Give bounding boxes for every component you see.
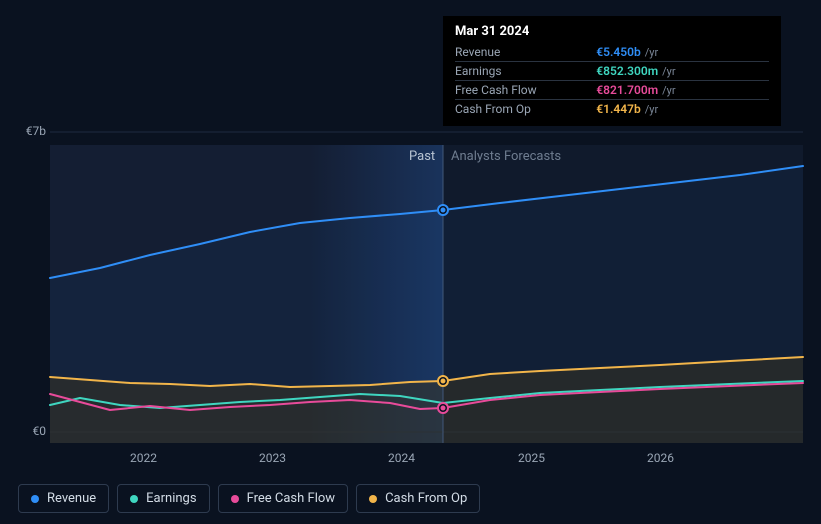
x-axis-tick: 2025 [518,451,545,465]
tooltip-row: Cash From Op€1.447b/yr [455,100,769,119]
legend-dot-icon [369,495,377,503]
earnings-forecast-chart: €7b €0 2022 2023 2024 2025 2026 Past Analysts… [0,0,821,524]
legend-item-cash-from-op[interactable]: Cash From Op [356,484,480,513]
legend-item-revenue[interactable]: Revenue [18,484,109,513]
legend-label: Revenue [47,491,96,506]
tooltip-row: Free Cash Flow€821.700m/yr [455,81,769,100]
legend-item-earnings[interactable]: Earnings [117,484,209,513]
tooltip-row: Revenue€5.450b/yr [455,43,769,62]
legend-dot-icon [231,495,239,503]
y-axis-tick: €0 [33,424,47,438]
tooltip-date: Mar 31 2024 [455,24,769,39]
legend-label: Cash From Op [385,491,467,506]
legend-dot-icon [31,495,39,503]
legend-label: Free Cash Flow [247,491,335,506]
x-axis-tick: 2026 [647,451,674,465]
x-axis-tick: 2024 [388,451,415,465]
x-axis-tick: 2023 [259,451,286,465]
section-label-past: Past [409,149,435,164]
legend-item-free-cash-flow[interactable]: Free Cash Flow [218,484,348,513]
y-axis-tick: €7b [26,124,46,138]
legend-dot-icon [130,495,138,503]
chart-legend: Revenue Earnings Free Cash Flow Cash From O… [18,484,480,513]
x-axis-tick: 2022 [130,451,157,465]
section-label-forecasts: Analysts Forecasts [451,149,561,164]
tooltip-row: Earnings€852.300m/yr [455,62,769,81]
legend-label: Earnings [146,491,196,506]
chart-tooltip: Mar 31 2024 Revenue€5.450b/yrEarnings€85… [443,16,781,126]
